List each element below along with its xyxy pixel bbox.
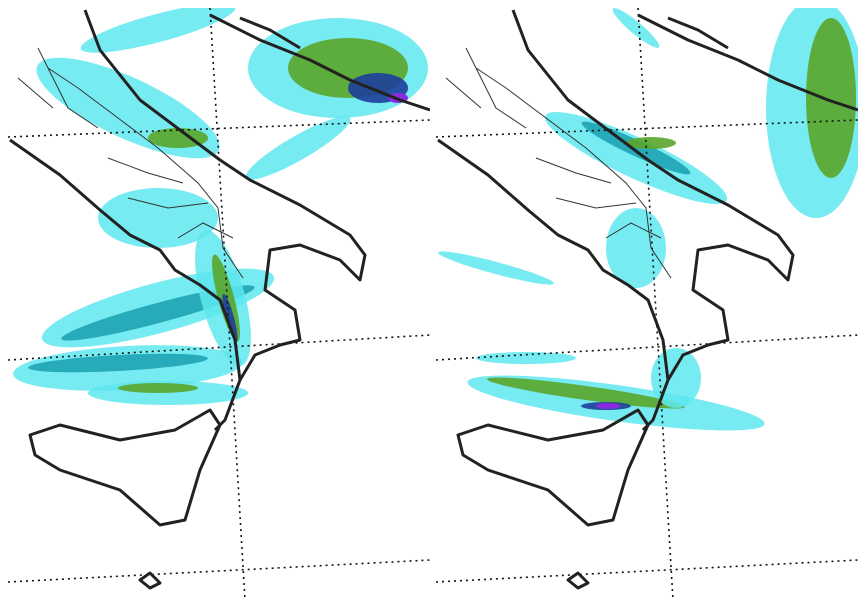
right-panel xyxy=(436,8,858,600)
precipitation xyxy=(438,8,858,431)
left-panel xyxy=(8,8,430,600)
precipitation xyxy=(13,8,428,405)
